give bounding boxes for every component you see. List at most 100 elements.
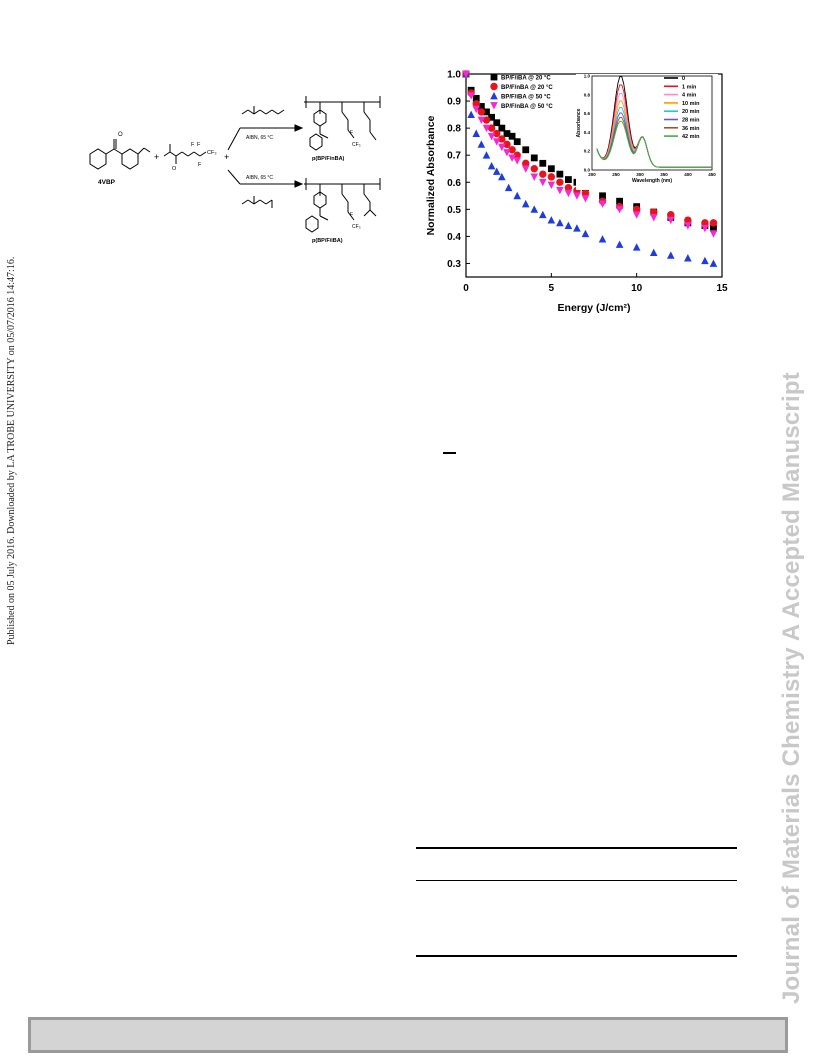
inset-x-tick-label: 400: [684, 172, 692, 177]
inset-x-tick-label: 350: [660, 172, 668, 177]
data-point-series-4: [521, 165, 530, 173]
y-tick-label: 0.9: [447, 97, 461, 108]
data-point-series-3: [564, 221, 573, 229]
data-point-series-4: [472, 105, 481, 114]
bottom-polymer-f-label: F: [350, 212, 353, 218]
y-tick-label: 0.6: [447, 178, 461, 189]
data-point-series-2: [709, 219, 718, 227]
publication-note: Published on 05 July 2016. Downloaded by…: [6, 256, 17, 645]
data-point-series-3: [521, 199, 530, 208]
data-point-series-3: [472, 129, 481, 137]
data-point-series-2: [632, 205, 641, 214]
x-tick-label: 10: [631, 283, 643, 294]
data-point-series-2: [472, 100, 480, 108]
data-point-series-1: [530, 154, 538, 162]
x-tick-label: 5: [549, 283, 555, 294]
data-point-series-1: [547, 165, 555, 173]
y-tick-label: 0.3: [447, 259, 461, 270]
data-point-series-1: [539, 159, 547, 167]
bottom-polymer-cf3-label: CF₃: [352, 224, 361, 230]
journal-watermark: Journal of Materials Chemistry A Accepte…: [778, 372, 805, 1004]
data-point-series-2: [539, 170, 547, 178]
data-point-series-1: [503, 130, 511, 137]
data-point-series-3: [556, 218, 564, 227]
page-footer-bar: [28, 1017, 788, 1053]
data-point-series-4: [508, 154, 516, 162]
inset-y-tick-label: 1.0: [584, 74, 591, 79]
data-point-series-4: [556, 186, 564, 195]
data-point-series-2: [498, 135, 506, 143]
data-point-series-4: [581, 195, 590, 203]
data-point-series-3: [530, 205, 539, 213]
data-point-series-3: [504, 183, 513, 192]
legend-entry: BP/F/iBA @ 20 °C: [501, 76, 551, 82]
inset-legend-entry: 1 min: [682, 84, 697, 90]
data-point-series-3: [547, 216, 556, 224]
inset-x-tick-label: 450: [708, 172, 716, 177]
top-arrow-condition: AIBN, 65 °C: [246, 135, 273, 141]
data-point-series-3: [581, 229, 590, 238]
top-reaction-arrow: [227, 124, 304, 151]
data-point-series-3: [709, 259, 718, 267]
inset-frame: [591, 75, 713, 171]
data-point-series-2: [667, 211, 675, 219]
data-point-series-2: [684, 216, 692, 224]
data-point-series-2: [493, 129, 501, 138]
data-point-series-2: [530, 165, 538, 173]
data-point-series-4: [649, 214, 658, 222]
data-point-series-1: [493, 119, 501, 127]
data-point-series-3: [498, 172, 506, 181]
data-point-series-2: [477, 108, 486, 116]
data-point-series-1: [483, 108, 490, 116]
data-point-series-3: [615, 240, 624, 248]
data-point-series-1: [477, 103, 485, 110]
data-point-series-4: [467, 92, 475, 100]
y-tick-label: 0.5: [447, 205, 461, 216]
fluorine-label-1: F: [191, 142, 195, 148]
ester-o-label: O: [172, 166, 177, 172]
data-point-series-2: [482, 116, 491, 124]
legend-marker: [490, 82, 498, 91]
data-point-series-4: [498, 143, 506, 152]
data-point-series-4: [709, 230, 718, 238]
inset-legend-entry: 0: [682, 76, 685, 82]
data-point-series-2: [513, 151, 521, 159]
inset-legend-entry: 36 min: [682, 126, 700, 132]
fluorine-label-3: F: [198, 162, 202, 168]
legend-marker: [490, 73, 498, 81]
inset-y-tick-label: 0.6: [584, 111, 591, 116]
isobutyl-acrylate-structure: [241, 196, 273, 208]
inset-legend-entry: 28 min: [682, 118, 700, 124]
inset-y-tick-label: 0.0: [584, 168, 591, 173]
top-polymer-f-label: F: [350, 130, 353, 136]
text-fragment-bar: [443, 452, 456, 454]
data-point-series-4: [632, 211, 641, 219]
data-point-series-3: [477, 140, 486, 148]
data-point-series-4: [547, 181, 556, 189]
top-product-label: p(BP/F/nBA): [312, 156, 345, 162]
data-point-series-2: [564, 183, 573, 192]
inset-legend-entry: 10 min: [682, 101, 700, 107]
x-axis-label: Energy (J/cm²): [558, 302, 631, 314]
data-point-series-3: [492, 167, 501, 175]
top-polymer-structure: [304, 96, 381, 151]
fluorine-label-2: F: [197, 142, 201, 148]
data-point-series-1: [599, 192, 606, 200]
plus-sign-2: +: [224, 152, 229, 162]
data-point-series-2: [581, 189, 590, 197]
inset-x-axis-label: Wavelength (nm): [632, 178, 672, 184]
data-point-series-4: [564, 189, 573, 198]
legend-entry: BP/F/iBA @ 50 °C: [501, 95, 551, 101]
data-point-series-4: [598, 200, 607, 208]
fluoro-methacrylate-structure: [163, 144, 207, 164]
reaction-scheme: O 4VBP + O F F F CF₃ + AIBN, 65 °C: [89, 96, 381, 244]
benzophenone-monomer-structure: [89, 139, 151, 170]
bottom-polymer-structure: [304, 178, 381, 233]
x-tick-label: 15: [716, 283, 728, 294]
data-point-series-4: [615, 205, 624, 214]
carbonyl-o-label: O: [118, 132, 123, 138]
data-point-series-4: [530, 173, 539, 181]
table-top-rule: [416, 847, 737, 849]
y-tick-label: 0.8: [447, 124, 461, 135]
inset-background: [576, 74, 718, 190]
